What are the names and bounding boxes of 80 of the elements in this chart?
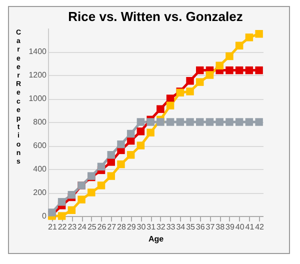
- y-tick-label: 400: [33, 164, 48, 174]
- x-tick-label: 40: [235, 222, 245, 232]
- point: [196, 78, 204, 86]
- x-tick-label: 41: [245, 222, 255, 232]
- point: [107, 172, 115, 180]
- point: [255, 66, 263, 74]
- point: [235, 118, 244, 126]
- x-tick-label: 36: [196, 222, 206, 232]
- x-tick-label: 22: [58, 222, 68, 232]
- y-tick-label: 800: [33, 118, 48, 126]
- y-tick-label: 200: [33, 188, 48, 197]
- point: [88, 188, 96, 196]
- x-tick-label: 28: [117, 222, 126, 232]
- point: [136, 142, 145, 150]
- point: [186, 88, 194, 96]
- point: [48, 208, 56, 216]
- x-tick-label: 34: [176, 222, 186, 232]
- point: [107, 151, 115, 159]
- y-tick-label: 1200: [28, 70, 48, 80]
- x-tick-label: 21: [48, 222, 58, 232]
- point: [156, 118, 164, 126]
- point: [176, 118, 184, 126]
- point: [117, 140, 125, 148]
- point: [68, 190, 76, 199]
- point: [156, 105, 164, 113]
- y-tick-label: 1000: [28, 94, 48, 103]
- point: [255, 30, 263, 38]
- point: [136, 128, 145, 136]
- point: [245, 34, 254, 42]
- x-tick-label: 24: [78, 222, 88, 232]
- point: [58, 212, 66, 220]
- y-tick-label: 0: [42, 212, 48, 220]
- x-tick-label: 39: [226, 222, 235, 232]
- point: [226, 118, 234, 126]
- point: [245, 118, 254, 126]
- y-tick-label: 1400: [28, 47, 48, 56]
- x-tick-label: 30: [136, 222, 146, 232]
- x-tick-label: 31: [146, 222, 156, 232]
- x-tick-label: 25: [87, 222, 97, 232]
- point: [136, 118, 145, 126]
- point: [226, 66, 234, 74]
- point: [196, 118, 204, 126]
- x-tick-label: 35: [186, 222, 196, 232]
- x-axis-title: Age: [148, 234, 164, 244]
- point: [216, 62, 224, 70]
- point: [97, 162, 106, 171]
- y-tick-label: 600: [33, 141, 48, 150]
- point: [126, 151, 135, 159]
- chart-title: Rice vs. Witten vs. Gonzalez: [68, 9, 244, 24]
- point: [166, 102, 174, 110]
- point: [235, 42, 244, 50]
- x-tick-label: 33: [166, 222, 176, 232]
- point: [146, 118, 154, 126]
- point: [166, 118, 174, 126]
- point: [58, 198, 66, 206]
- point: [226, 52, 234, 60]
- point: [126, 130, 135, 138]
- x-tick-label: 23: [68, 222, 78, 232]
- x-tick-label: 29: [126, 222, 136, 232]
- x-tick-label: 37: [206, 222, 216, 232]
- point: [245, 66, 254, 74]
- point: [206, 118, 214, 126]
- x-tick-label: 27: [107, 222, 117, 232]
- point: [196, 66, 204, 74]
- point: [255, 118, 263, 126]
- point: [68, 206, 76, 214]
- point: [78, 196, 86, 204]
- point: [235, 66, 244, 74]
- point: [107, 158, 115, 166]
- x-tick-label: 38: [216, 222, 226, 232]
- point: [117, 160, 125, 168]
- point: [186, 77, 194, 85]
- point: [206, 71, 214, 79]
- x-tick-label: 32: [156, 222, 166, 232]
- x-tick-label: 26: [97, 222, 107, 232]
- point: [216, 118, 224, 126]
- point: [146, 128, 154, 136]
- point: [186, 118, 194, 126]
- point: [97, 182, 106, 190]
- x-tick-label: 42: [255, 222, 265, 232]
